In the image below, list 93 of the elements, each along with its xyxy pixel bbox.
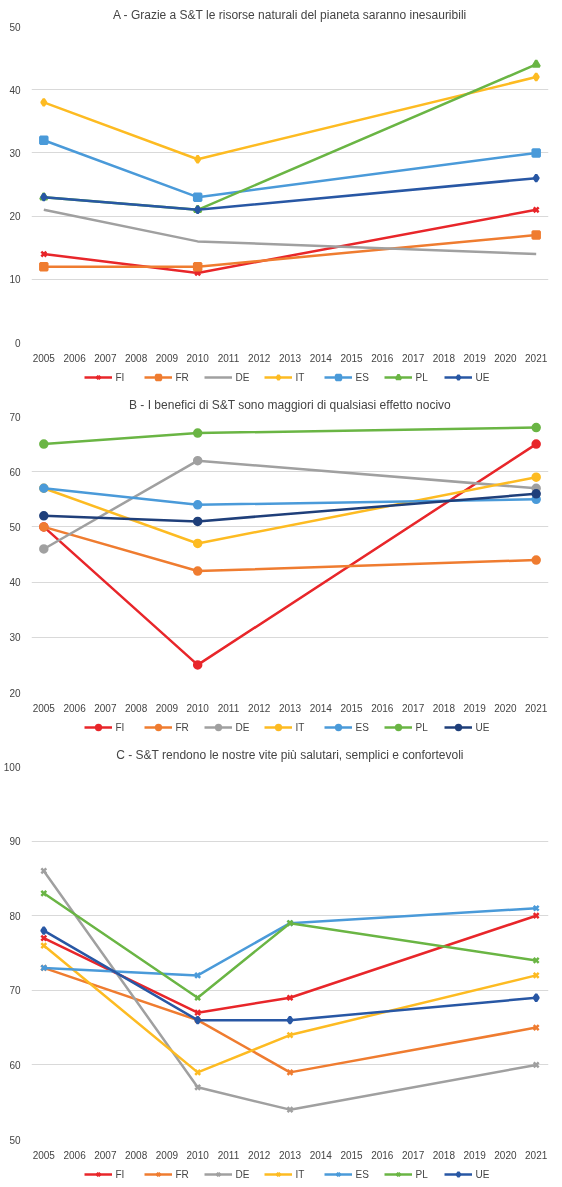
x-tick-label: 2013 [278, 352, 302, 364]
legend-label: ES [355, 1168, 370, 1180]
x-tick-label: 2017 [401, 702, 425, 714]
x-tick-label: 2017 [401, 1149, 425, 1161]
x-tick-label: 2013 [278, 1149, 302, 1161]
y-tick-label: 50 [9, 1134, 21, 1146]
x-tick-label: 2007 [94, 352, 117, 364]
x-tick-label: 2011 [217, 702, 240, 714]
x-tick-label: 2005 [32, 1149, 56, 1161]
chart-title: C - S&T rendono le nostre vite più salutari, semplici e confortevoli [116, 747, 464, 762]
legend-label: FR [175, 371, 190, 383]
x-tick-label: 2018 [432, 702, 456, 714]
legend-label: DE [235, 371, 251, 383]
legend-label: DE [235, 1168, 251, 1180]
x-tick-label: 2009 [155, 702, 179, 714]
y-tick-label: 60 [9, 466, 21, 478]
x-tick-label: 2019 [463, 352, 487, 364]
x-tick-label: 2006 [63, 352, 87, 364]
x-tick-label: 2012 [248, 352, 271, 364]
chart-title: B - I benefici di S&T sono maggiori di qualsiasi effetto nocivo [129, 397, 452, 412]
x-tick-label: 2016 [371, 352, 394, 364]
x-tick-label: 2010 [186, 1149, 210, 1161]
legend-label: FR [175, 1168, 190, 1180]
legend-label: UE [475, 1168, 491, 1180]
y-tick-label: 20 [9, 211, 21, 223]
legend-label: IT [295, 721, 306, 733]
x-tick-label: 2014 [309, 702, 333, 714]
x-tick-label: 2006 [63, 1149, 87, 1161]
x-tick-label: 2010 [186, 702, 210, 714]
legend-label: IT [295, 371, 306, 383]
x-tick-label: 2018 [432, 1149, 456, 1161]
y-tick-label: 10 [9, 274, 21, 286]
legend-label: ES [355, 721, 370, 733]
x-tick-label: 2020 [494, 1149, 517, 1161]
legend-label: FI [115, 1168, 126, 1180]
y-tick-label: 70 [9, 985, 21, 997]
x-tick-label: 2009 [155, 352, 179, 364]
x-tick-label: 2008 [125, 1149, 148, 1161]
x-tick-label: 2016 [371, 1149, 394, 1161]
y-tick-label: 30 [9, 147, 21, 159]
legend-label: PL [415, 721, 429, 733]
legend-label: FI [115, 371, 126, 383]
x-tick-label: 2018 [432, 352, 456, 364]
legend-label: UE [475, 721, 491, 733]
x-tick-label: 2005 [32, 702, 56, 714]
y-tick-label: 80 [9, 910, 21, 922]
y-tick-label: 40 [9, 577, 21, 589]
x-tick-label: 2021 [525, 352, 548, 364]
x-tick-label: 2019 [463, 1149, 487, 1161]
x-tick-label: 2008 [125, 352, 148, 364]
legend-label: FR [175, 721, 190, 733]
x-tick-label: 2012 [248, 1149, 271, 1161]
legend-label: DE [235, 721, 251, 733]
x-tick-label: 2007 [94, 702, 117, 714]
y-tick-label: 90 [9, 836, 21, 848]
x-tick-label: 2013 [278, 702, 302, 714]
x-tick-label: 2011 [217, 352, 240, 364]
legend-label: PL [415, 371, 429, 383]
legend-label: IT [295, 1168, 306, 1180]
y-tick-label: 60 [9, 1059, 21, 1071]
x-tick-label: 2016 [371, 702, 394, 714]
x-tick-label: 2006 [63, 702, 87, 714]
y-tick-label: 70 [9, 411, 21, 423]
y-tick-label: 50 [9, 21, 21, 33]
y-tick-label: 50 [9, 521, 21, 533]
legend-label: FI [115, 721, 126, 733]
y-tick-label: 20 [9, 687, 21, 699]
legend-label: PL [415, 1168, 429, 1180]
x-tick-label: 2017 [401, 352, 425, 364]
legend-label: ES [355, 371, 370, 383]
x-tick-label: 2020 [494, 352, 517, 364]
legend-label: UE [475, 371, 491, 383]
y-tick-label: 0 [14, 337, 21, 349]
x-tick-label: 2015 [340, 1149, 364, 1161]
x-tick-label: 2015 [340, 702, 364, 714]
x-tick-label: 2015 [340, 352, 364, 364]
y-tick-label: 40 [9, 84, 21, 96]
x-tick-label: 2021 [525, 702, 548, 714]
x-tick-label: 2019 [463, 702, 487, 714]
x-tick-label: 2011 [217, 1149, 240, 1161]
x-tick-label: 2010 [186, 352, 210, 364]
x-tick-label: 2007 [94, 1149, 117, 1161]
x-tick-label: 2009 [155, 1149, 179, 1161]
x-tick-label: 2005 [32, 352, 56, 364]
x-tick-label: 2012 [248, 702, 271, 714]
x-tick-label: 2014 [309, 1149, 333, 1161]
chart-title: A - Grazie a S&T le risorse naturali del pianeta saranno inesauribili [112, 7, 467, 22]
x-tick-label: 2021 [525, 1149, 548, 1161]
x-tick-label: 2020 [494, 702, 517, 714]
x-tick-label: 2014 [309, 352, 333, 364]
x-tick-label: 2008 [125, 702, 148, 714]
y-tick-label: 30 [9, 632, 21, 644]
y-tick-label: 100 [3, 761, 21, 773]
